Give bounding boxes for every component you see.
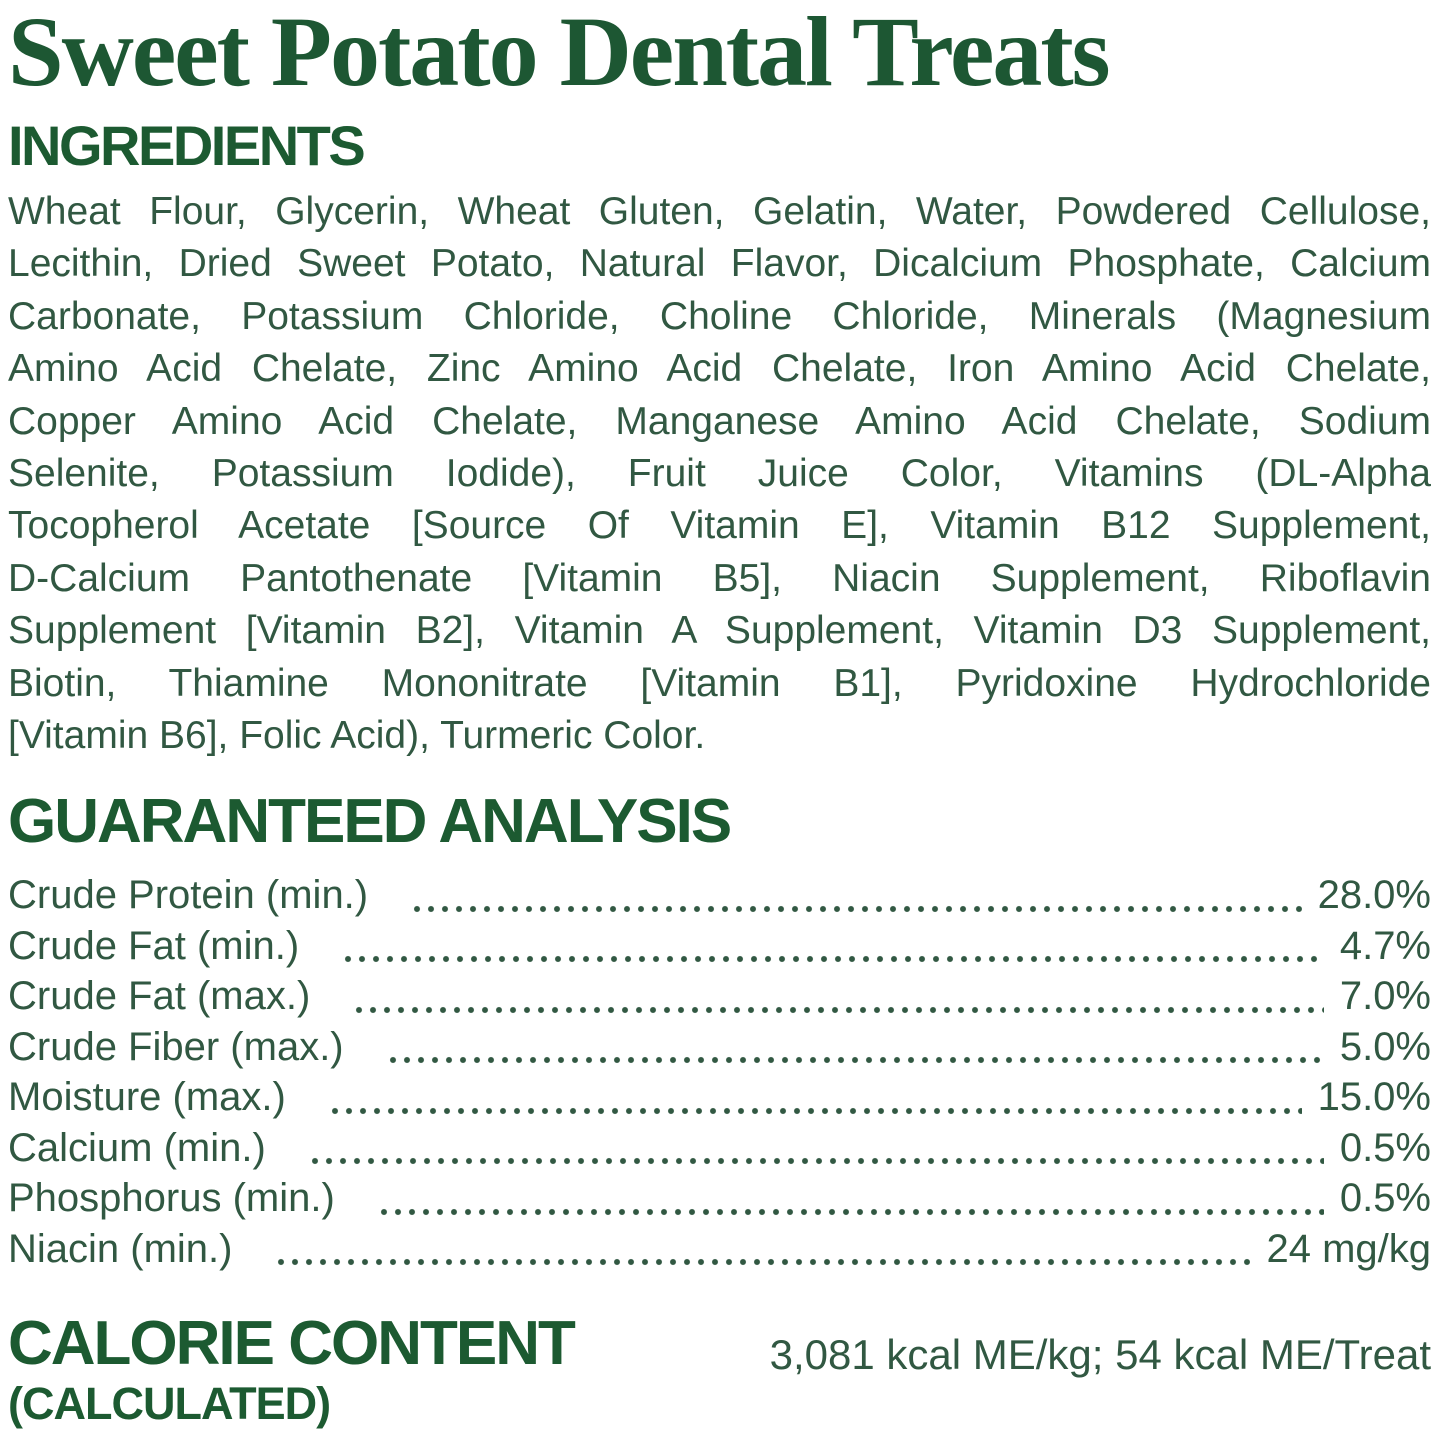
analysis-label: Crude Fat (min.) — [8, 923, 300, 968]
ingredients-line: Selenite, Potassium Iodide), Fruit Juice… — [8, 452, 1431, 496]
ingredients-line: Tocopherol Acetate [Source Of Vitamin E]… — [8, 504, 1431, 548]
analysis-label: Calcium (min.) — [8, 1125, 266, 1170]
analysis-label: Niacin (min.) — [8, 1226, 233, 1271]
ingredients-line: Biotin, Thiamine Mononitrate [Vitamin B1… — [8, 661, 1431, 705]
guaranteed-analysis-heading: GUARANTEED ANALYSIS — [8, 787, 732, 857]
calorie-content-subheading: (CALCULATED) — [8, 1378, 331, 1429]
table-row: Phosphorus (min.) 0.5% — [8, 1173, 1431, 1224]
ingredients-line: D-Calcium Pantothenate [Vitamin B5], Nia… — [8, 556, 1431, 600]
dotted-leader — [341, 955, 1324, 964]
ingredients-line: Supplement [Vitamin B2], Vitamin A Suppl… — [8, 609, 1431, 653]
analysis-label: Crude Protein (min.) — [8, 873, 369, 918]
analysis-value: 0.5% — [1339, 1176, 1431, 1221]
ingredients-line: Wheat Flour, Glycerin, Wheat Gluten, Gel… — [8, 190, 1431, 233]
ingredients-paragraph: Wheat Flour, Glycerin, Wheat Gluten, Gel… — [8, 186, 1431, 762]
table-row: Crude Fiber (max.) 5.0% — [8, 1022, 1431, 1073]
calorie-content-headings: CALORIE CONTENT (CALCULATED) — [8, 1309, 576, 1429]
analysis-label: Phosphorus (min.) — [8, 1176, 335, 1221]
table-row: Moisture (max.) 15.0% — [8, 1072, 1431, 1123]
dotted-leader — [274, 1258, 1251, 1267]
analysis-value: 28.0% — [1317, 873, 1431, 918]
table-row: Crude Fat (min.) 4.7% — [8, 921, 1431, 972]
table-row: Crude Fat (max.) 7.0% — [8, 971, 1431, 1022]
ingredients-line: [Vitamin B6], Folic Acid), Turmeric Colo… — [8, 714, 706, 758]
table-row: Calcium (min.) 0.5% — [8, 1123, 1431, 1174]
dotted-leader — [352, 1005, 1324, 1014]
calorie-content-section: CALORIE CONTENT (CALCULATED) 3,081 kcal … — [8, 1309, 1431, 1429]
ingredients-line: Amino Acid Chelate, Zinc Amino Acid Chel… — [8, 347, 1431, 391]
analysis-value: 4.7% — [1339, 923, 1431, 968]
table-row: Niacin (min.) 24 mg/kg — [8, 1224, 1431, 1275]
analysis-label: Crude Fat (max.) — [8, 974, 311, 1019]
dotted-leader — [376, 1207, 1324, 1216]
dotted-leader — [385, 1056, 1324, 1065]
analysis-value: 5.0% — [1339, 1024, 1431, 1069]
ingredients-line: Carbonate, Potassium Chloride, Choline C… — [8, 294, 1431, 338]
analysis-label: Crude Fiber (max.) — [8, 1024, 344, 1069]
analysis-label: Moisture (max.) — [8, 1075, 286, 1120]
dotted-leader — [410, 904, 1302, 913]
ingredients-line: Copper Amino Acid Chelate, Manganese Ami… — [8, 399, 1431, 443]
table-row: Crude Protein (min.) 28.0% — [8, 870, 1431, 921]
analysis-value: 7.0% — [1339, 974, 1431, 1019]
calorie-content-heading: CALORIE CONTENT — [8, 1309, 576, 1379]
analysis-value: 0.5% — [1339, 1125, 1431, 1170]
dotted-leader — [307, 1157, 1324, 1166]
calorie-content-value: 3,081 kcal ME/kg; 54 kcal ME/Treat — [769, 1331, 1431, 1379]
ingredients-heading: INGREDIENTS — [8, 114, 366, 177]
page-title: Sweet Potato Dental Treats — [8, 0, 1111, 107]
ingredients-line: Lecithin, Dried Sweet Potato, Natural Fl… — [8, 242, 1431, 286]
guaranteed-analysis-table: Crude Protein (min.) 28.0% Crude Fat (mi… — [8, 870, 1431, 1274]
dotted-leader — [327, 1106, 1302, 1115]
analysis-value: 24 mg/kg — [1266, 1226, 1431, 1271]
analysis-value: 15.0% — [1317, 1075, 1431, 1120]
